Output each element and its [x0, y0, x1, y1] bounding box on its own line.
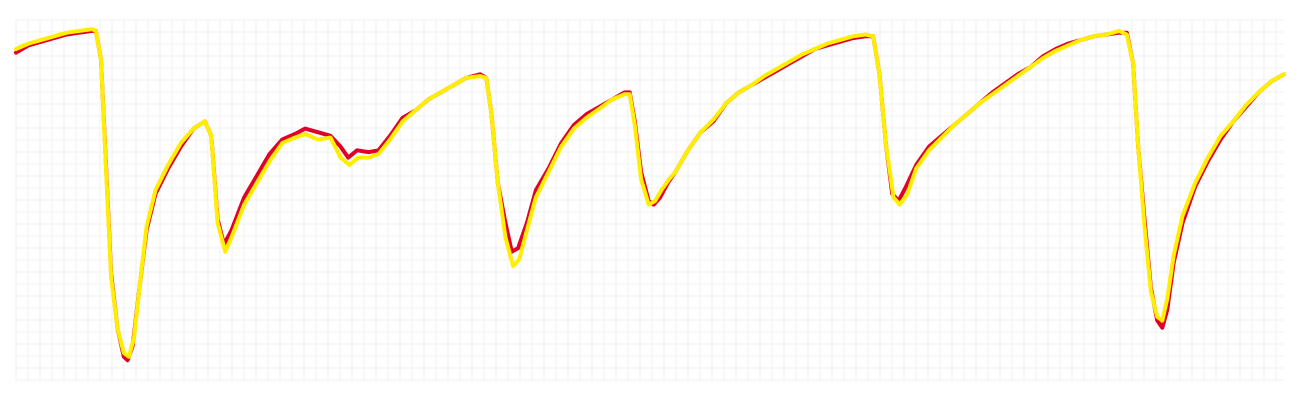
chart-series-group	[14, 27, 1286, 363]
series-line-2	[14, 27, 1286, 359]
